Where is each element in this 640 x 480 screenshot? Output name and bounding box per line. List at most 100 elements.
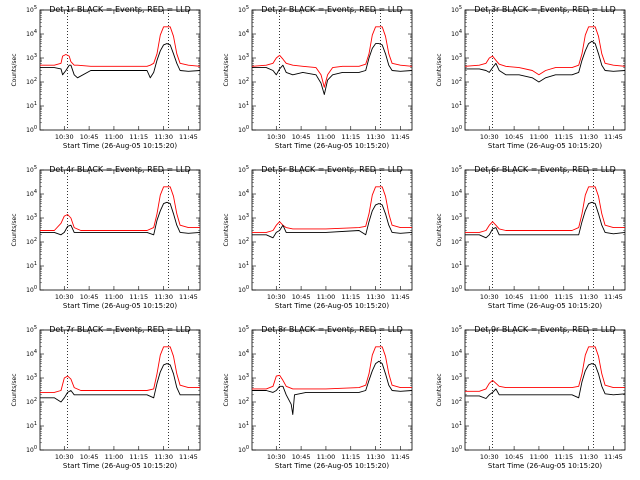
panel-title: Det 8r BLACK = Events, RED = LLD — [261, 325, 403, 334]
series-lld-line — [252, 186, 412, 233]
x-tick-label: 10:45 — [292, 133, 311, 141]
y-tick-label: 102 — [26, 397, 37, 406]
plot-frame — [464, 169, 626, 291]
x-tick-label: 11:45 — [604, 453, 623, 461]
x-axis-label: Start Time (26-Aug-05 10:15:20) — [63, 302, 177, 310]
y-tick-label: 103 — [26, 213, 37, 222]
series-events-line — [252, 203, 413, 239]
x-tick-label: 10:30 — [480, 453, 499, 461]
plot-frame — [251, 169, 413, 291]
x-axis-label: Start Time (26-Aug-05 10:15:20) — [275, 462, 389, 470]
y-axis-label: Counts/sec — [223, 213, 230, 246]
x-tick-label: 11:45 — [179, 293, 198, 301]
x-tick-label: 11:00 — [317, 293, 336, 301]
y-axis-label: Counts/sec — [436, 53, 443, 86]
x-tick-label: 11:30 — [579, 453, 598, 461]
x-axis-label: Start Time (26-Aug-05 10:15:20) — [488, 302, 602, 310]
panel-det-5: Det 5r BLACK = Events, RED = LLD Counts/s… — [223, 165, 413, 310]
panel-title: Det 5r BLACK = Events, RED = LLD — [261, 165, 403, 174]
plot-frame — [251, 9, 413, 131]
y-tick-label: 104 — [451, 29, 462, 38]
x-tick-label: 10:45 — [80, 453, 99, 461]
y-axis-label: Counts/sec — [436, 373, 443, 406]
y-tick-label: 101 — [451, 261, 462, 270]
y-tick-label: 101 — [26, 421, 37, 430]
series-lld-line — [252, 346, 412, 390]
panel-title: Det 6r BLACK = Events, RED = LLD — [474, 165, 616, 174]
y-tick-label: 104 — [451, 189, 462, 198]
x-tick-label: 11:00 — [530, 453, 549, 461]
y-tick-label: 104 — [26, 189, 37, 198]
y-tick-label: 105 — [238, 325, 249, 334]
plot-frame — [464, 329, 626, 451]
x-tick-label: 11:45 — [391, 133, 410, 141]
y-tick-label: 101 — [238, 261, 249, 270]
x-tick-label: 11:00 — [317, 133, 336, 141]
x-tick-label: 11:15 — [129, 453, 148, 461]
series-lld-line — [40, 26, 201, 67]
plot-frame — [464, 9, 626, 131]
panel-title: Det 2r BLACK = Events, RED = LLD — [261, 5, 403, 14]
x-tick-label: 11:00 — [105, 293, 124, 301]
plot-frame — [39, 169, 201, 291]
y-tick-label: 102 — [451, 77, 462, 86]
y-tick-label: 105 — [26, 165, 37, 174]
x-tick-label: 11:15 — [129, 133, 148, 141]
y-axis-label: Counts/sec — [11, 213, 18, 246]
series-lld-line — [465, 186, 625, 233]
x-tick-label: 10:30 — [55, 293, 74, 301]
y-axis-label: Counts/sec — [223, 373, 230, 406]
x-tick-label: 11:00 — [530, 133, 549, 141]
x-tick-label: 11:45 — [604, 293, 623, 301]
series-lld-line — [465, 346, 625, 392]
series-events-line — [465, 363, 626, 399]
panel-title: Det 1r BLACK = Events, RED = LLD — [49, 5, 191, 14]
y-tick-label: 101 — [238, 421, 249, 430]
y-tick-label: 102 — [26, 77, 37, 86]
y-axis-label: Counts/sec — [223, 53, 230, 86]
y-tick-label: 104 — [238, 189, 249, 198]
panel-title: Det 9r BLACK = Events, RED = LLD — [474, 325, 616, 334]
x-tick-label: 10:30 — [480, 133, 499, 141]
y-tick-label: 105 — [238, 5, 249, 14]
panel-det-3: Det 3r BLACK = Events, RED = LLD Counts/s… — [436, 5, 626, 150]
series-events-line — [252, 43, 413, 95]
y-tick-label: 100 — [451, 445, 462, 454]
y-tick-label: 102 — [238, 77, 249, 86]
y-tick-label: 105 — [451, 165, 462, 174]
x-tick-label: 11:15 — [554, 293, 573, 301]
y-tick-label: 104 — [238, 349, 249, 358]
plot-frame — [251, 329, 413, 451]
x-tick-label: 10:30 — [267, 453, 286, 461]
panel-det-4: Det 4r BLACK = Events, RED = LLD Counts/s… — [11, 165, 201, 310]
y-tick-label: 102 — [26, 237, 37, 246]
x-tick-label: 11:45 — [604, 133, 623, 141]
y-tick-label: 100 — [238, 125, 249, 134]
x-tick-label: 11:30 — [579, 133, 598, 141]
y-tick-label: 102 — [238, 237, 249, 246]
panel-det-6: Det 6r BLACK = Events, RED = LLD Counts/s… — [436, 165, 626, 310]
series-events-line — [252, 360, 413, 415]
y-axis-label: Counts/sec — [436, 213, 443, 246]
x-axis-label: Start Time (26-Aug-05 10:15:20) — [275, 142, 389, 150]
x-tick-label: 11:00 — [105, 133, 124, 141]
plot-frame — [39, 329, 201, 451]
x-axis-label: Start Time (26-Aug-05 10:15:20) — [63, 462, 177, 470]
y-tick-label: 105 — [451, 5, 462, 14]
y-axis-label: Counts/sec — [11, 53, 18, 86]
panel-det-7: Det 7r BLACK = Events, RED = LLD Counts/s… — [11, 325, 201, 470]
x-tick-label: 10:45 — [505, 453, 524, 461]
x-tick-label: 11:15 — [341, 453, 360, 461]
series-events-line — [465, 40, 626, 83]
plot-frame — [39, 9, 201, 131]
series-events-line — [40, 363, 200, 403]
panel-det-9: Det 9r BLACK = Events, RED = LLD Counts/s… — [436, 325, 626, 470]
y-tick-label: 103 — [238, 53, 249, 62]
y-tick-label: 103 — [238, 373, 249, 382]
panel-det-1: Det 1r BLACK = Events, RED = LLD Counts/s… — [11, 5, 201, 150]
x-tick-label: 11:30 — [154, 133, 173, 141]
x-tick-label: 11:30 — [154, 293, 173, 301]
x-tick-label: 11:30 — [366, 453, 385, 461]
y-tick-label: 100 — [238, 445, 249, 454]
y-tick-label: 104 — [26, 349, 37, 358]
